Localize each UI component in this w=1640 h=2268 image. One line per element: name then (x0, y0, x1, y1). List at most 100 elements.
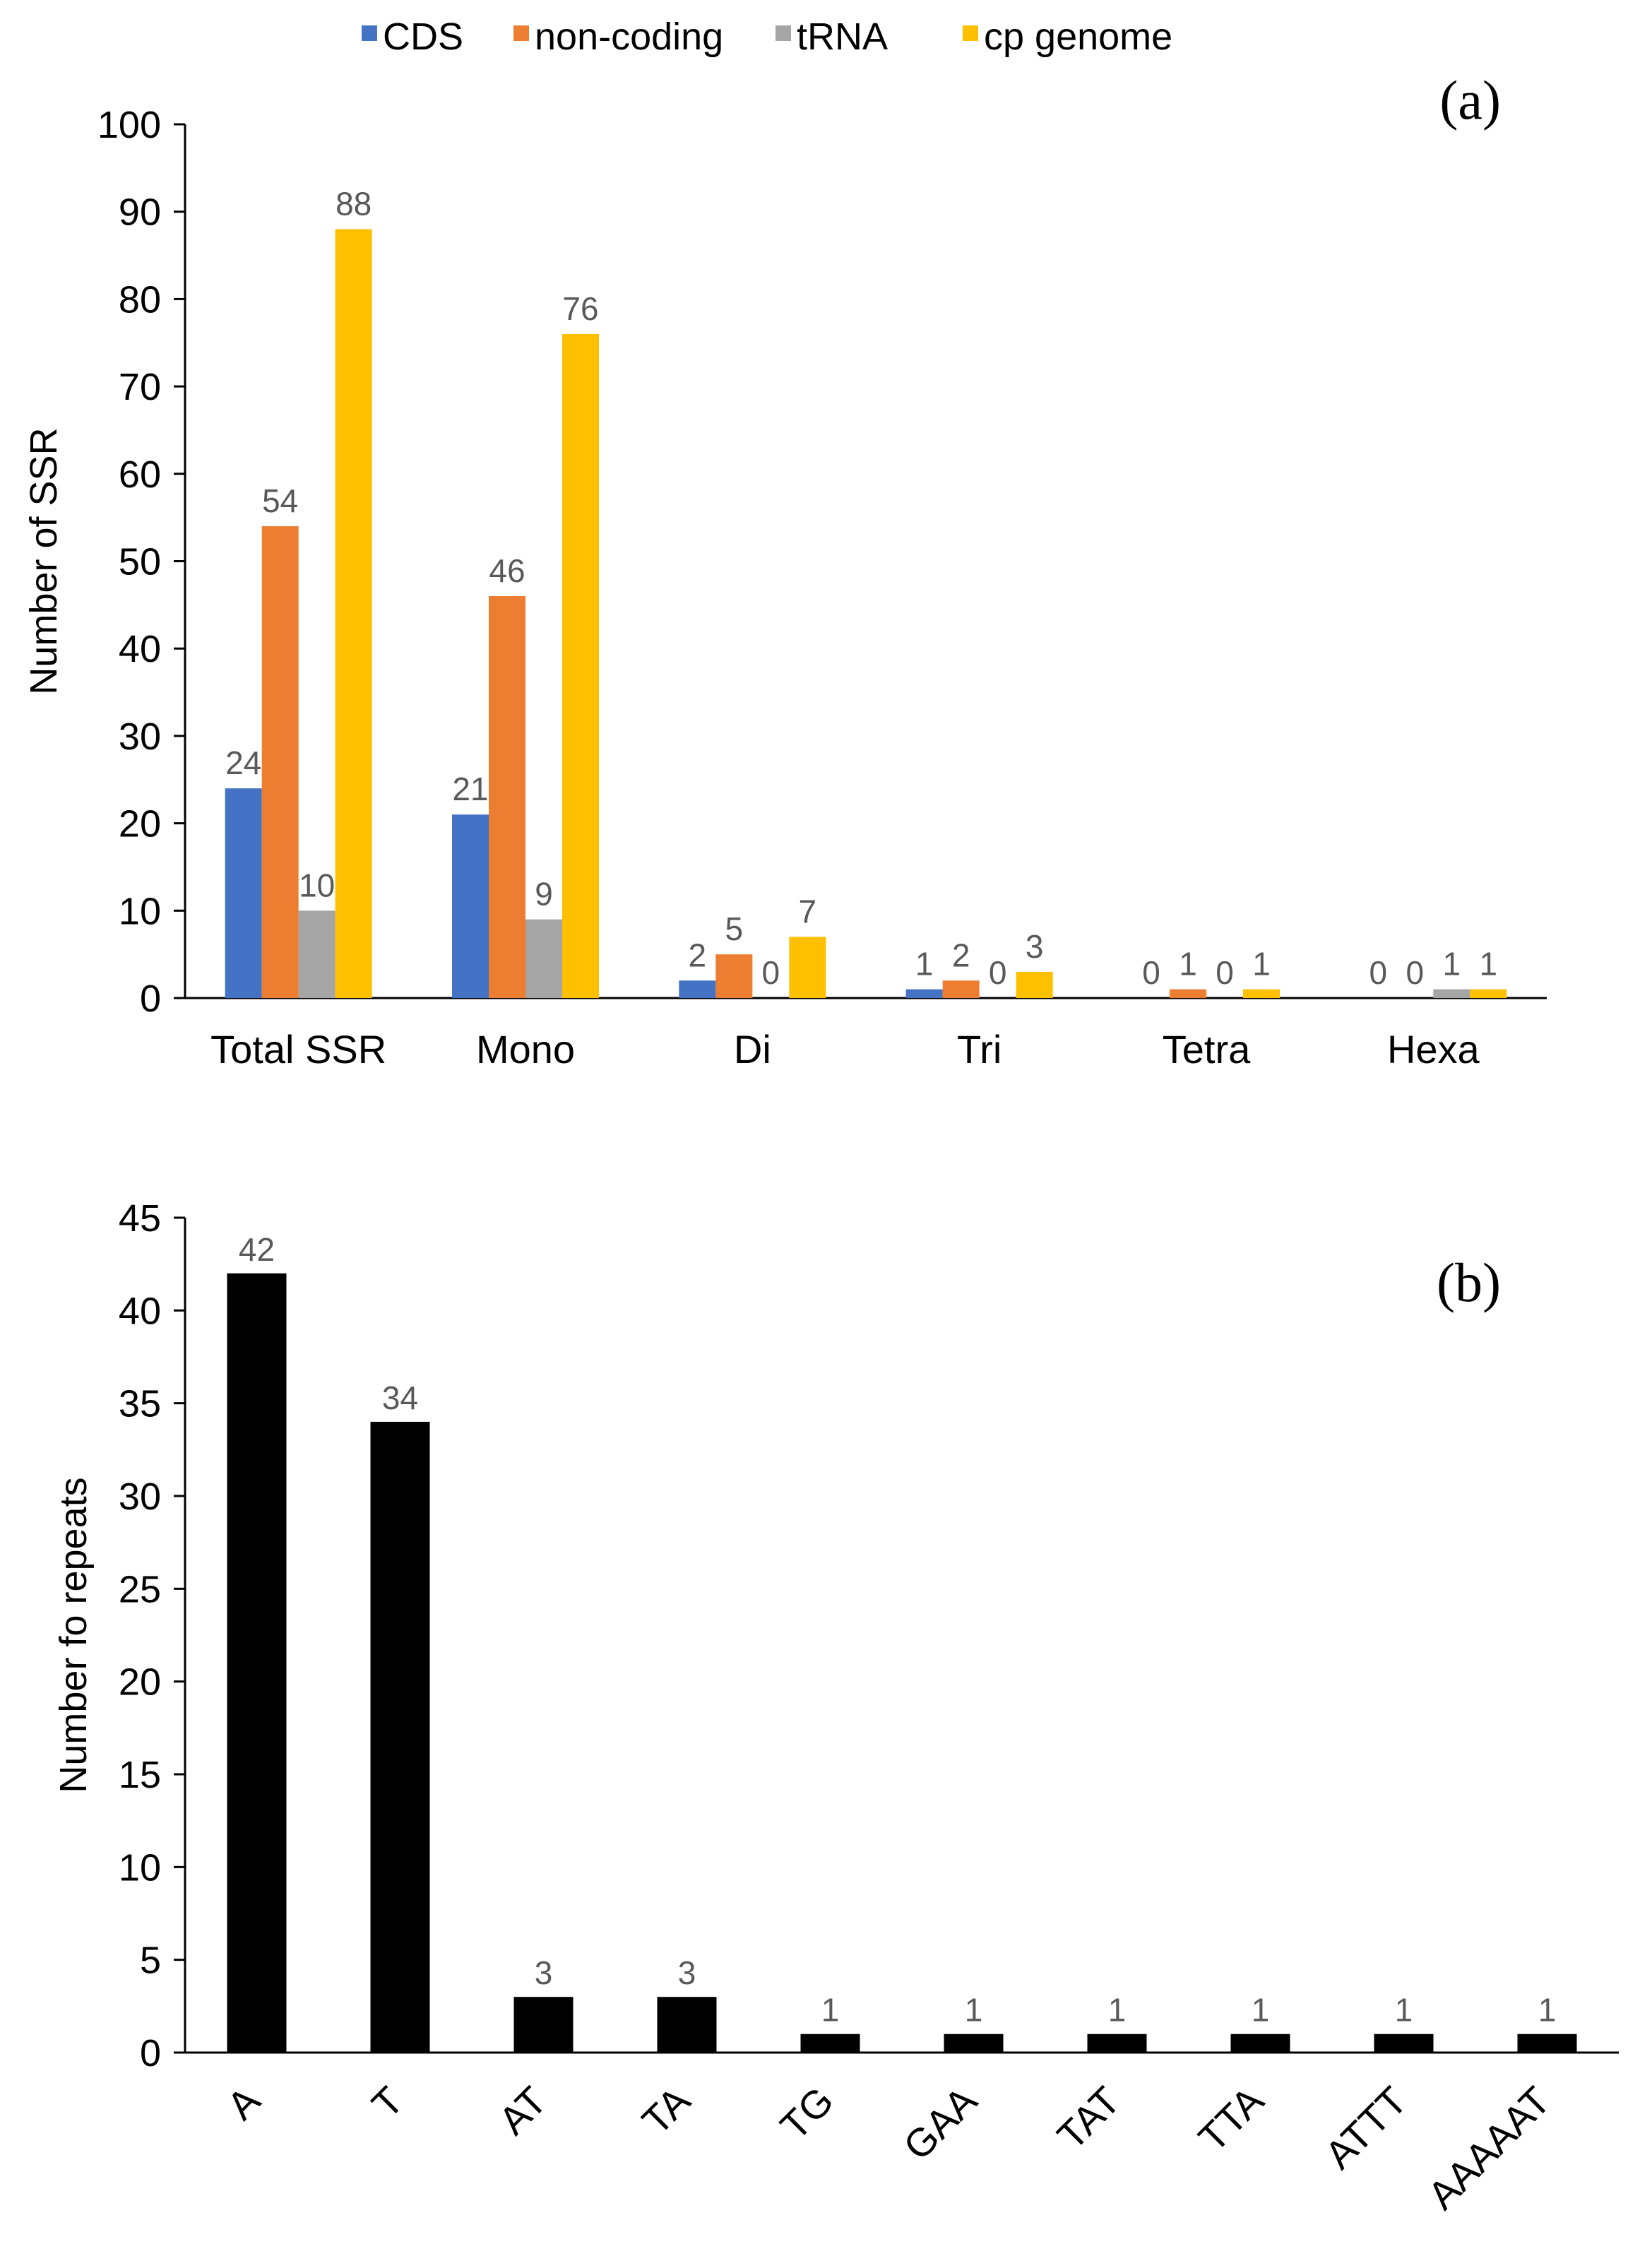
chart-a-bar-non-coding-mono (489, 595, 525, 998)
chart-a-panel-label: (a) (1439, 69, 1501, 131)
chart-a-category-label: Mono (476, 1027, 575, 1071)
chart-a-category-label: Di (734, 1027, 771, 1071)
chart-a-bar-non-coding-total-ssr (261, 526, 299, 998)
chart-a-bar-cds-di (679, 980, 716, 998)
chart-a-data-label: 0 (989, 954, 1007, 991)
chart-a-y-tick-label: 100 (97, 104, 161, 146)
chart-b-data-label: 1 (1538, 1992, 1557, 2029)
chart-b-bar-tta (1230, 2034, 1290, 2053)
chart-a-legend-swatch-cp-genome (963, 25, 978, 41)
chart-b-data-label: 34 (382, 1379, 418, 1416)
chart-a-data-label: 3 (1026, 928, 1044, 965)
chart-a-category-label: Tetra (1163, 1027, 1251, 1071)
chart-b-y-tick-label: 45 (119, 1197, 161, 1240)
chart-a-y-tick-label: 0 (140, 978, 161, 1020)
chart-b-panel-label: (b) (1437, 1252, 1501, 1313)
chart-a-y-tick-label: 50 (119, 541, 161, 583)
chart-b-category-label: TG (771, 2078, 842, 2149)
chart-a-data-label: 2 (689, 937, 707, 973)
chart-a-y-tick-label: 90 (119, 191, 161, 234)
chart-b-data-label: 3 (678, 1954, 696, 1991)
chart-a-legend-label: CDS (383, 16, 463, 58)
chart-b-y-tick-label: 0 (140, 2032, 161, 2074)
chart-b-data-label: 1 (1108, 1992, 1127, 2029)
chart-b-bar-gaa (944, 2034, 1004, 2053)
chart-a-y-tick-label: 10 (119, 890, 161, 932)
chart-b-y-tick-label: 20 (119, 1661, 161, 1704)
chart-a-data-label: 2 (952, 937, 970, 973)
chart-a-category-label: Hexa (1387, 1027, 1480, 1071)
chart-a-bar-cp-genome-di (789, 937, 826, 998)
chart-a-data-label: 9 (535, 876, 553, 913)
chart-b-bar-t (370, 1421, 430, 2053)
chart-b-repeat-motifs: 0 5 10 15 20 25 30 35 40 45 Number fo repeats (b) 42… (52, 1197, 1619, 2218)
chart-b-y-tick-label: 35 (119, 1383, 161, 1425)
chart-b-data-label: 3 (535, 1954, 553, 1991)
chart-a-data-label: 1 (1480, 946, 1498, 982)
chart-a-bar-cds-total-ssr (225, 788, 262, 998)
chart-a-data-label: 54 (262, 482, 298, 519)
chart-b-category-label: T (363, 2078, 412, 2127)
chart-b-data-label: 42 (239, 1231, 275, 1268)
chart-a-data-label: 24 (225, 744, 261, 781)
chart-a-legend-swatch-trna (776, 25, 791, 41)
chart-b-bar-ta (657, 1997, 717, 2053)
chart-a-data-label: 5 (725, 910, 744, 947)
chart-a-data-label: 0 (1142, 954, 1160, 991)
chart-b-y-tick-label: 15 (119, 1754, 161, 1796)
chart-a-data-label: 46 (489, 552, 525, 589)
chart-a-y-tick-label: 40 (119, 628, 161, 670)
chart-a-legend-swatch-cds (362, 25, 377, 41)
chart-a-data-label: 76 (562, 290, 598, 327)
chart-b-data-label: 1 (821, 1992, 840, 2029)
chart-b-data-label: 1 (1252, 1992, 1270, 2029)
chart-a-legend-swatch-non-coding (513, 25, 529, 41)
chart-b-data-label: 1 (1395, 1992, 1413, 2029)
chart-a-data-label: 7 (799, 893, 817, 930)
chart-b-bar-tg (800, 2034, 860, 2053)
chart-b-data-label: 1 (965, 1992, 983, 2029)
chart-a-data-label: 21 (452, 771, 488, 807)
chart-b-category-label: ATTT (1316, 2078, 1415, 2178)
chart-a-data-label: 10 (299, 867, 335, 903)
chart-a-data-label: 1 (1252, 946, 1271, 982)
chart-b-category-label: TA (634, 2077, 699, 2143)
chart-a-bar-trna-total-ssr (298, 910, 335, 998)
chart-a-data-label: 1 (1179, 946, 1197, 982)
chart-a-legend-label: cp genome (984, 16, 1172, 58)
chart-b-bar-at (513, 1997, 574, 2053)
chart-a-bar-non-coding-tri (942, 980, 980, 998)
chart-a-bar-cp-genome-tetra (1243, 989, 1280, 998)
chart-b-category-label: AT (490, 2078, 555, 2143)
chart-a-bar-cds-tri (905, 989, 943, 998)
chart-a-legend-label: non-coding (535, 16, 723, 58)
chart-b-category-label: TAT (1049, 2078, 1129, 2158)
chart-a-y-tick-label: 80 (119, 278, 161, 321)
chart-a-bar-cp-genome-total-ssr (335, 229, 372, 999)
chart-b-y-tick-label: 10 (119, 1846, 161, 1889)
chart-b-y-tick-label: 40 (119, 1290, 161, 1332)
chart-a-data-label: 0 (1369, 954, 1388, 991)
chart-a-bar-cds-mono (452, 814, 489, 998)
chart-b-y-tick-label: 30 (119, 1476, 161, 1518)
chart-b-y-tick-label: 25 (119, 1568, 161, 1610)
chart-b-y-axis-label: Number fo repeats (52, 1477, 95, 1793)
chart-a-bar-trna-mono (525, 919, 562, 998)
chart-a-bar-non-coding-tetra (1170, 989, 1206, 998)
chart-a-data-label: 88 (335, 185, 372, 222)
chart-a-y-tick-label: 30 (119, 716, 161, 758)
chart-a-y-tick-label: 60 (119, 453, 161, 496)
chart-a-bar-trna-hexa (1433, 989, 1470, 998)
chart-a-data-label: 0 (762, 954, 780, 991)
chart-a-category-label: Tri (957, 1027, 1002, 1071)
chart-a-data-label: 1 (915, 946, 934, 982)
chart-a-bar-non-coding-di (715, 954, 753, 998)
chart-a-category-label: Total SSR (210, 1027, 386, 1071)
chart-b-bar-a (227, 1273, 287, 2053)
chart-a-bar-cp-genome-tri (1016, 971, 1053, 998)
chart-b-category-label: AAAAAT (1419, 2078, 1559, 2218)
chart-a-y-tick-label: 20 (119, 803, 161, 845)
chart-a-data-label: 0 (1406, 954, 1425, 991)
